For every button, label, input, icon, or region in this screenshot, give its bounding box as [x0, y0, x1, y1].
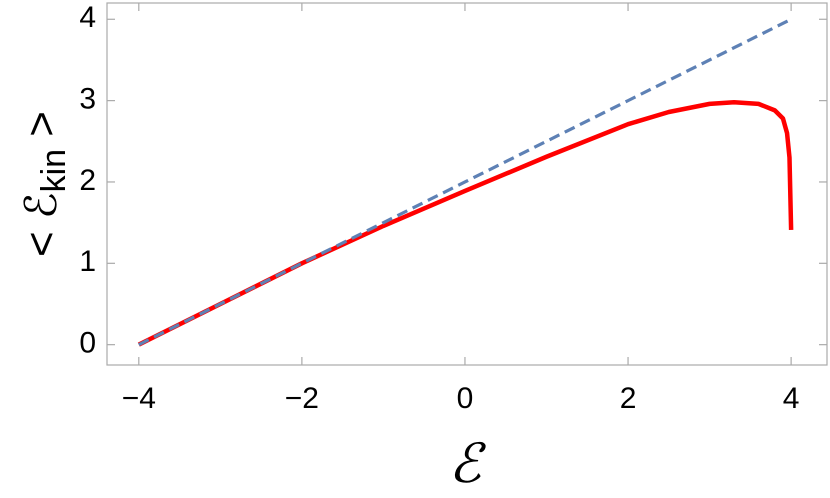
- y-label-sub: kin: [35, 149, 73, 192]
- data-line: [137, 99, 794, 347]
- y-tick-label: 2: [79, 164, 96, 197]
- y-label-end: >: [17, 111, 66, 149]
- x-tick-label: −4: [122, 382, 156, 415]
- y-tick-label: 3: [79, 83, 96, 116]
- y-axis-label: < ℰkin >: [17, 111, 73, 257]
- y-tick-label: 1: [79, 245, 96, 278]
- x-tick-label: −2: [285, 382, 319, 415]
- x-tick-label: 4: [783, 382, 800, 415]
- x-tick-label: 0: [457, 382, 474, 415]
- y-tick-label: 4: [79, 1, 96, 34]
- dashed-line: [138, 17, 792, 347]
- plot-frame: [106, 2, 828, 366]
- y-label-main: < ℰ: [17, 192, 66, 257]
- y-tick-label: 0: [79, 327, 96, 360]
- x-axis-label: ℰ: [449, 432, 487, 495]
- x-tick-label: 2: [620, 382, 637, 415]
